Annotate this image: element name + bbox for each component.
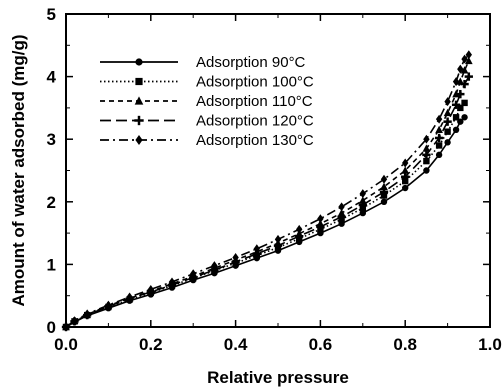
data-point-square [435, 142, 443, 149]
data-point-diamond [359, 189, 366, 199]
data-point-square [402, 177, 409, 185]
data-point-diamond [190, 269, 197, 279]
data-point-diamond [232, 253, 239, 262]
data-point-triangle [401, 166, 410, 174]
y-tick-label: 0 [47, 318, 56, 337]
data-point-diamond [423, 134, 430, 144]
data-point-diamond [435, 114, 443, 124]
data-point-diamond [338, 202, 345, 212]
data-point-triangle [422, 144, 431, 152]
data-point-plus [456, 89, 465, 99]
data-point-square [452, 114, 460, 121]
y-tick-label: 3 [47, 130, 56, 149]
data-point-plus [443, 117, 452, 126]
data-point-square [423, 157, 430, 165]
data-point-diamond [105, 300, 112, 310]
x-tick-label: 0.8 [393, 335, 417, 354]
data-point-diamond [135, 134, 143, 146]
data-point-plus [401, 172, 410, 181]
y-tick-label: 5 [47, 5, 56, 24]
data-point-diamond [402, 158, 409, 168]
legend-label: Adsorption 100°C [196, 74, 314, 91]
data-point-diamond [380, 174, 388, 184]
legend-item: Adsorption 90°C [100, 54, 306, 71]
data-point-triangle [337, 208, 346, 217]
x-tick-label: 0.6 [309, 335, 333, 354]
data-point-diamond [126, 292, 133, 302]
data-point-triangle [443, 108, 452, 117]
data-point-square [135, 77, 143, 86]
y-tick-label: 2 [47, 193, 56, 212]
data-point-diamond [465, 50, 472, 60]
data-point-plus [434, 133, 444, 143]
data-point-plus [134, 115, 144, 126]
series-diamond [62, 50, 472, 332]
data-point-circle [423, 167, 430, 174]
x-tick-label: 0.4 [224, 335, 248, 354]
series-plus [61, 72, 473, 332]
legend-item: Adsorption 130°C [100, 132, 314, 149]
data-point-circle [380, 198, 388, 205]
x-tick-label: 0.2 [139, 335, 163, 354]
y-tick-label: 4 [47, 68, 57, 87]
data-point-diamond [317, 214, 324, 224]
data-point-triangle [435, 125, 443, 134]
data-point-triangle [358, 196, 367, 204]
data-point-plus [422, 150, 431, 160]
data-point-diamond [457, 64, 464, 74]
legend-item: Adsorption 110°C [100, 93, 313, 110]
data-point-square [461, 99, 468, 107]
data-point-circle [452, 126, 460, 134]
data-point-triangle [452, 89, 460, 98]
legend-label: Adsorption 110°C [196, 93, 313, 110]
data-point-circle [444, 139, 451, 146]
legend-label: Adsorption 90°C [196, 54, 306, 71]
data-point-diamond [444, 97, 451, 107]
data-point-diamond [452, 77, 460, 87]
data-point-diamond [211, 261, 218, 271]
data-point-square [444, 128, 451, 135]
data-point-circle [402, 184, 409, 192]
data-point-diamond [296, 224, 303, 234]
x-tick-label: 0.0 [54, 335, 78, 354]
data-point-diamond [253, 244, 260, 254]
legend-label: Adsorption 120°C [196, 113, 314, 130]
data-point-plus [460, 79, 469, 89]
data-point-circle [135, 58, 143, 66]
legend-label: Adsorption 130°C [196, 132, 314, 149]
data-point-plus [316, 222, 325, 231]
data-point-diamond [62, 322, 70, 332]
data-point-plus [358, 200, 367, 210]
data-point-diamond [274, 234, 282, 244]
data-point-diamond [168, 277, 176, 287]
data-point-plus [451, 100, 461, 109]
legend-item: Adsorption 120°C [100, 113, 314, 130]
data-point-circle [435, 151, 443, 159]
data-point-triangle [460, 66, 469, 74]
data-point-diamond [84, 309, 91, 319]
data-point-plus [337, 212, 346, 221]
data-point-diamond [147, 284, 154, 294]
data-point-square [457, 104, 464, 112]
data-point-triangle [380, 182, 388, 190]
y-tick-label: 1 [47, 255, 56, 274]
data-point-diamond [71, 316, 78, 326]
data-point-plus [379, 187, 389, 196]
legend-item: Adsorption 100°C [100, 74, 314, 91]
data-point-plus [464, 72, 473, 81]
data-point-circle [359, 209, 366, 217]
x-axis-title: Relative pressure [207, 368, 349, 387]
data-point-diamond [461, 54, 468, 64]
data-point-triangle [134, 96, 144, 105]
data-point-triangle [464, 56, 473, 65]
x-tick-label: 1.0 [478, 335, 502, 354]
data-point-circle [461, 114, 468, 121]
y-axis-title: Amount of water adsorbed (mg/g) [9, 35, 28, 307]
